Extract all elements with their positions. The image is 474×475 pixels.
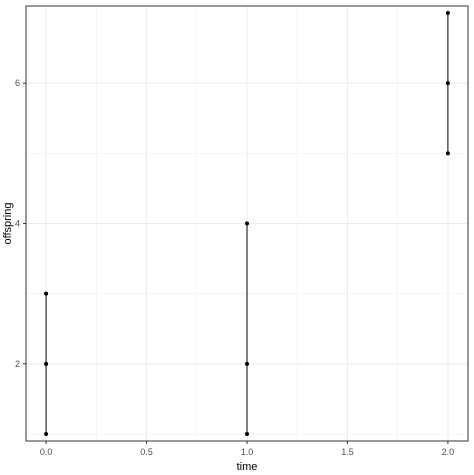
data-point <box>44 361 49 366</box>
data-point <box>445 151 450 156</box>
y-tick-label: 4 <box>15 219 20 229</box>
data-points <box>44 11 450 436</box>
x-axis: 0.0 0.5 1.0 1.5 2.0 <box>40 441 454 457</box>
x-tick-label: 2.0 <box>442 447 455 457</box>
y-axis-title: offspring <box>2 203 14 245</box>
y-tick-label: 6 <box>15 78 20 88</box>
y-axis: 2 4 6 <box>15 78 26 369</box>
x-tick-label: 1.0 <box>241 447 254 457</box>
data-point <box>245 221 249 226</box>
y-tick-label: 2 <box>15 359 20 369</box>
x-tick-label: 1.5 <box>341 447 354 457</box>
data-point <box>245 361 249 366</box>
data-point <box>445 81 450 86</box>
data-point <box>445 11 450 16</box>
x-axis-title: time <box>237 461 258 473</box>
x-tick-label: 0.0 <box>40 447 53 457</box>
x-tick-label: 0.5 <box>140 447 153 457</box>
data-point <box>44 431 49 436</box>
data-point <box>245 431 249 436</box>
data-point <box>44 291 49 296</box>
